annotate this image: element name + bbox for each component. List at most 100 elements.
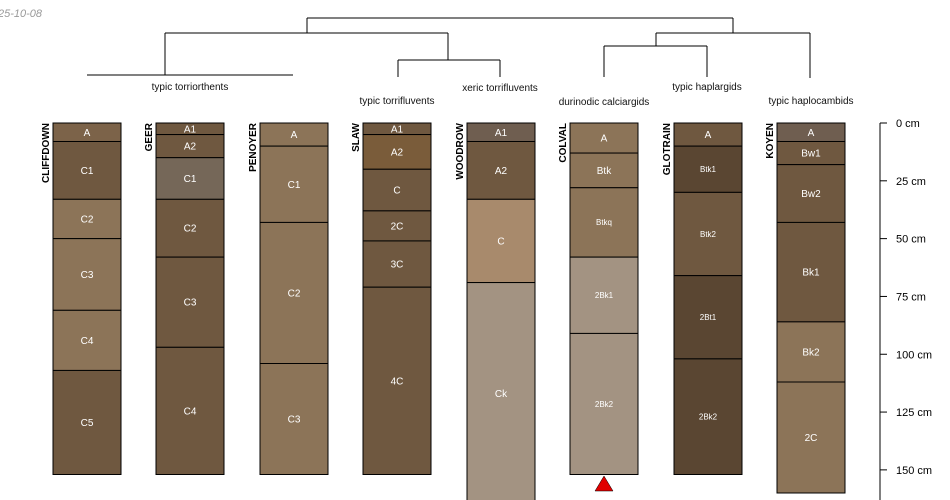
horizon-label: A	[601, 134, 608, 145]
horizon-label: Btk	[597, 166, 612, 177]
horizon-label: 2Bk2	[699, 412, 718, 421]
horizon-label: A2	[184, 142, 197, 153]
horizon-label: A1	[391, 124, 404, 135]
horizon	[569, 332, 639, 475]
horizon-label: 4C	[391, 376, 404, 387]
horizon	[673, 145, 743, 193]
horizon	[673, 191, 743, 277]
profile-name: GLOTRAIN	[662, 123, 673, 175]
profile-name: SLAW	[351, 122, 362, 151]
profile-koyen: KOYEN A Bw1 Bw2 Bk1 Bk2 2C	[765, 122, 846, 494]
taxon-label: typic haplargids	[672, 82, 741, 93]
dendrogram-root-link	[306, 17, 734, 33]
horizon	[259, 221, 329, 364]
horizon-label: 2Bk1	[595, 291, 614, 300]
horizon	[52, 369, 122, 475]
horizon-label: 2Bk2	[595, 400, 614, 409]
horizon-label: C	[393, 186, 400, 197]
horizon-label: C1	[81, 166, 94, 177]
taxon-label: durinodic calciargids	[559, 97, 650, 108]
axis-tick-label: 150 cm	[896, 465, 932, 477]
horizon-label: C2	[288, 288, 301, 299]
horizon-label: Bk1	[802, 268, 820, 279]
horizon-label: C5	[81, 418, 94, 429]
horizon-label: A2	[391, 147, 404, 158]
horizon-label: C4	[184, 406, 197, 417]
axis-tick-label: 25 cm	[896, 176, 926, 188]
horizon	[52, 198, 122, 240]
horizon-label: 2C	[805, 433, 818, 444]
horizon-label: Ck	[495, 389, 508, 400]
horizon	[362, 210, 432, 242]
horizon-label: A2	[495, 166, 508, 177]
horizon	[673, 358, 743, 475]
horizon-label: C3	[81, 270, 94, 281]
truncation-marker	[594, 475, 614, 492]
profile-geer: GEER A1 A2 C1 C2 C3 C4	[144, 122, 225, 475]
horizon-label: Bk2	[802, 347, 820, 358]
horizon	[569, 256, 639, 334]
horizon	[776, 164, 846, 223]
horizon-label: A	[291, 130, 298, 141]
horizon	[362, 134, 432, 170]
profile-penoyer: PENOYER A C1 C2 C3	[248, 122, 329, 475]
taxon-label: typic torriorthents	[152, 82, 229, 93]
profile-woodrow: WOODROW A1 A2 C Ck	[455, 122, 536, 500]
dendrogram-fluvents-link	[397, 59, 501, 77]
horizon-label: C1	[184, 174, 197, 185]
horizon	[155, 157, 225, 200]
axis-tick-label: 50 cm	[896, 234, 926, 246]
horizon-label: Bw1	[801, 149, 821, 160]
horizon-label: 3C	[391, 260, 404, 271]
horizon-label: A1	[495, 128, 508, 139]
horizon-label: A1	[184, 124, 197, 135]
dendrogram-argids-link	[603, 45, 708, 77]
horizon	[569, 187, 639, 258]
dendrogram-right-link	[655, 32, 811, 78]
profile-glotrain: GLOTRAIN A Btk1 Btk2 2Bt1 2Bk2	[662, 122, 743, 475]
dendrogram-left-link	[164, 32, 449, 75]
horizon-label: A	[808, 128, 815, 139]
horizon-label: Btk2	[700, 230, 717, 239]
axis-tick-label: 0 cm	[896, 118, 920, 130]
horizon	[362, 168, 432, 212]
horizon-label: C3	[184, 298, 197, 309]
horizon	[259, 145, 329, 223]
horizon-label: C1	[288, 180, 301, 191]
horizon-label: C3	[288, 415, 301, 426]
axis-tick-label: 125 cm	[896, 407, 932, 419]
bottom-marker	[594, 475, 614, 492]
horizon	[466, 282, 536, 500]
axis-tick-label: 100 cm	[896, 349, 932, 361]
horizon	[776, 321, 846, 383]
taxon-label: typic torrifluvents	[359, 96, 434, 107]
horizon-label: Btkq	[596, 218, 612, 227]
horizon-label: C4	[81, 336, 94, 347]
horizon	[362, 286, 432, 475]
profile-name: WOODROW	[455, 122, 466, 179]
profile-name: KOYEN	[765, 123, 776, 159]
horizon	[52, 141, 122, 200]
profile-name: GEER	[144, 122, 155, 151]
horizon	[259, 363, 329, 475]
horizon-label: C2	[184, 224, 197, 235]
date-stamp: 25-10-08	[0, 8, 43, 20]
horizon	[673, 275, 743, 360]
profile-slaw: SLAW A1 A2 C 2C 3C 4C	[351, 122, 432, 475]
dendrogram	[87, 17, 811, 78]
profile-cliffdown: CLIFFDOWN A C1 C2 C3 C4 C5	[41, 122, 122, 475]
horizon-label: A	[84, 128, 91, 139]
taxon-label: xeric torrifluvents	[462, 83, 538, 94]
taxon-label: typic haplocambids	[768, 96, 853, 107]
horizon	[52, 238, 122, 311]
horizon	[776, 381, 846, 494]
horizon-label: Btk1	[700, 165, 717, 174]
horizon	[466, 198, 536, 284]
depth-axis: 0 cm 25 cm 50 cm 75 cm 100 cm 125 cm 150 cm	[879, 118, 932, 500]
horizon	[466, 141, 536, 200]
horizon-label: Bw2	[801, 189, 821, 200]
horizon	[155, 198, 225, 258]
horizon-label: C	[497, 236, 504, 247]
horizon	[155, 346, 225, 475]
